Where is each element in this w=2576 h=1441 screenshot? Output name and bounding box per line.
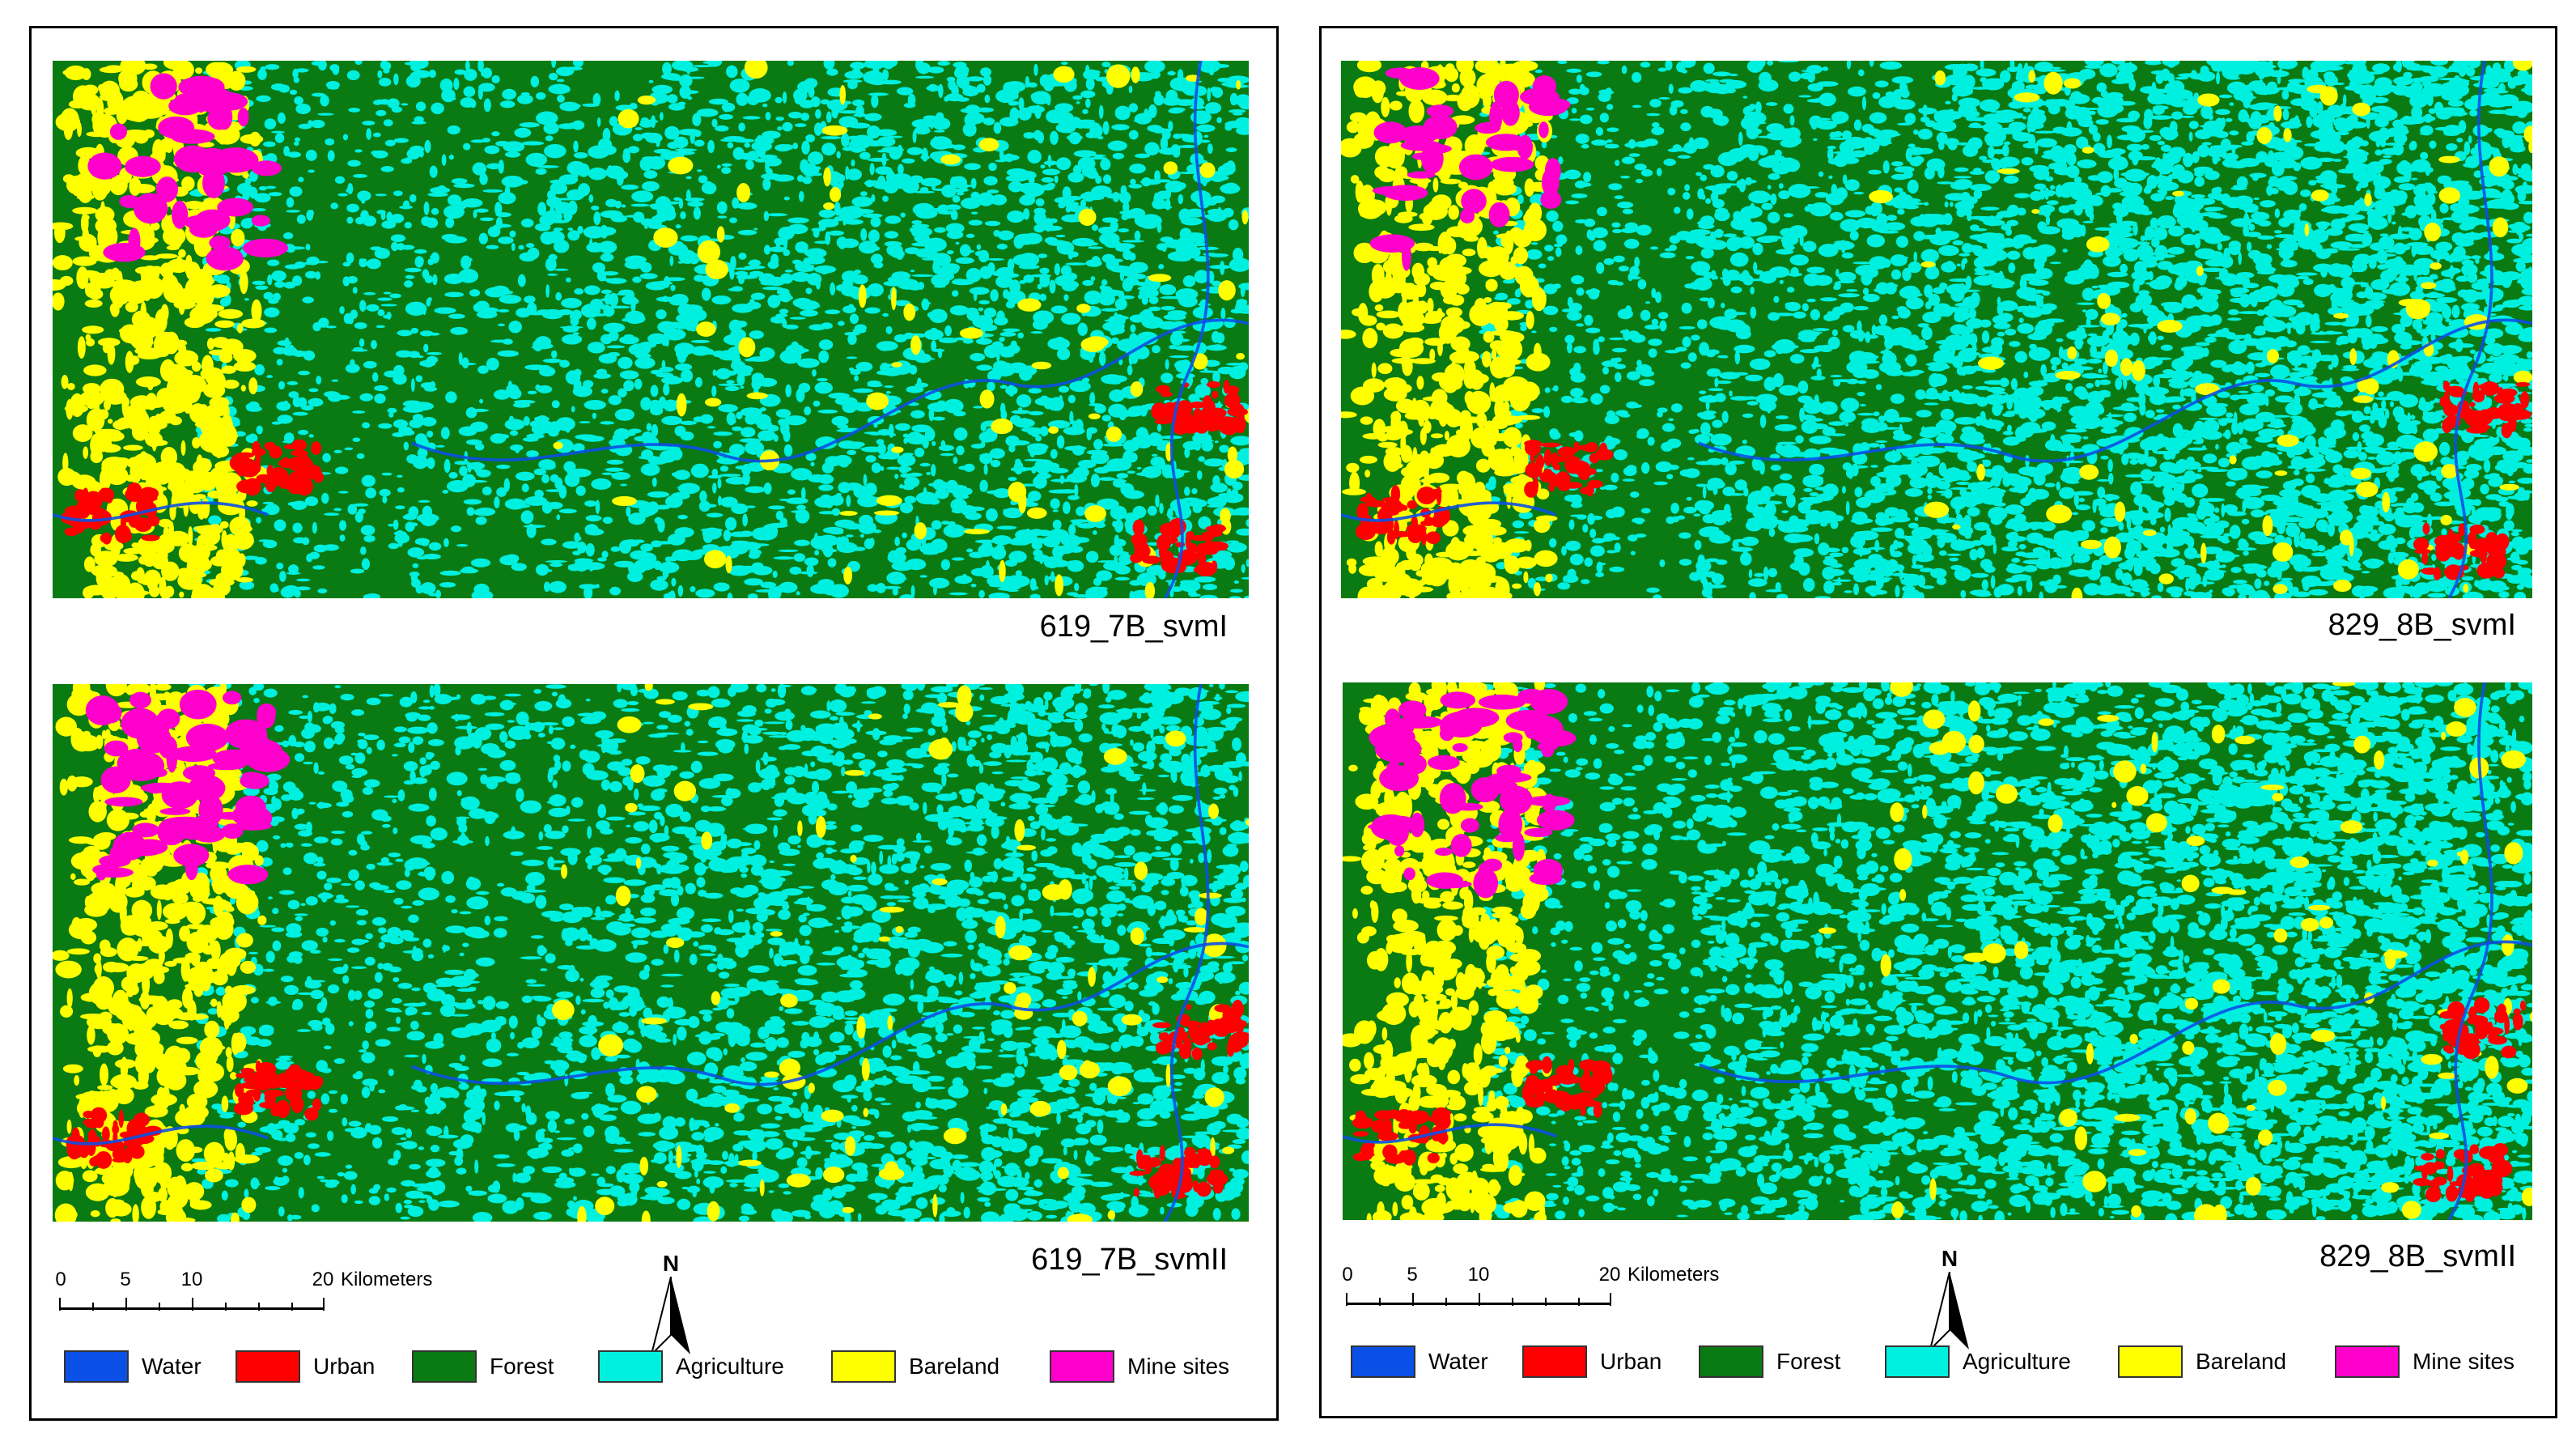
- legend-swatch: [236, 1350, 300, 1383]
- north-arrow: N: [1925, 1246, 1974, 1351]
- scale-tick-label: 20: [312, 1269, 334, 1290]
- legend-item-mine-sites: Mine sites: [2335, 1341, 2514, 1382]
- legend-label: Forest: [1776, 1349, 1841, 1374]
- legend-swatch: [1699, 1345, 1763, 1378]
- legend-item-water: Water: [1351, 1341, 1488, 1382]
- legend-label: Water: [142, 1354, 202, 1379]
- land-cover-raster: [1343, 682, 2532, 1220]
- north-arrow: N: [647, 1251, 695, 1356]
- scale-tick: [1445, 1298, 1447, 1306]
- scale-unit-label: Kilometers: [341, 1269, 433, 1290]
- land-cover-map: [1341, 61, 2532, 598]
- map-panel-right: 829_8B_svmI 829_8B_svmII 0 5 10 20 Kilom…: [1319, 26, 2557, 1418]
- legend: Water Urban Forest Agriculture Bareland …: [1351, 1341, 2540, 1382]
- scale-tick: [1379, 1298, 1381, 1306]
- land-cover-map: [53, 684, 1249, 1222]
- scale-tick-label: 5: [120, 1269, 131, 1290]
- scale-tick-label: 0: [1342, 1264, 1353, 1286]
- scale-unit-label: Kilometers: [1628, 1264, 1720, 1286]
- legend-label: Urban: [1600, 1349, 1662, 1374]
- land-cover-raster: [53, 684, 1249, 1222]
- scale-tick: [92, 1303, 94, 1311]
- scale-tick-label: 5: [1407, 1264, 1418, 1286]
- north-arrow-icon: [1929, 1272, 1969, 1350]
- legend-label: Water: [1428, 1349, 1488, 1374]
- scale-tick-label: 0: [55, 1269, 66, 1290]
- scale-tick: [1545, 1298, 1547, 1306]
- scale-bar: 0 5 10 20 Kilometers: [1342, 1264, 1719, 1328]
- north-label: N: [662, 1251, 680, 1276]
- map-panel-left: 619_7B_svmI 619_7B_svmII 0 5 10 20 Kilom…: [29, 26, 1279, 1421]
- legend-swatch: [598, 1350, 663, 1383]
- land-cover-raster: [53, 61, 1249, 598]
- legend-label: Urban: [313, 1354, 376, 1379]
- scale-tick: [291, 1303, 293, 1311]
- legend-item-forest: Forest: [412, 1346, 554, 1387]
- map-label: 829_8B_svmII: [2319, 1239, 2516, 1273]
- legend-label: Agriculture: [676, 1354, 784, 1379]
- legend-swatch: [412, 1350, 477, 1383]
- legend: Water Urban Forest Agriculture Bareland …: [64, 1346, 1262, 1387]
- legend-item-agriculture: Agriculture: [598, 1346, 784, 1387]
- legend-item-urban: Urban: [1522, 1341, 1661, 1382]
- north-arrow-icon: [650, 1277, 690, 1354]
- scale-tick-label: 10: [1467, 1264, 1490, 1286]
- scale-tick: [159, 1303, 160, 1311]
- legend-item-water: Water: [64, 1346, 202, 1387]
- legend-swatch: [2118, 1345, 2183, 1378]
- legend-swatch: [1050, 1350, 1114, 1383]
- legend-swatch: [64, 1350, 129, 1383]
- scale-tick-label: 20: [1598, 1264, 1621, 1286]
- legend-swatch: [1351, 1345, 1415, 1378]
- legend-item-bareland: Bareland: [831, 1346, 999, 1387]
- legend-item-mine-sites: Mine sites: [1050, 1346, 1229, 1387]
- legend-label: Forest: [490, 1354, 554, 1379]
- legend-label: Bareland: [909, 1354, 1000, 1379]
- legend-label: Mine sites: [1127, 1354, 1230, 1379]
- scale-tick: [258, 1303, 260, 1311]
- land-cover-map: [1343, 682, 2532, 1220]
- scale-tick: [1512, 1298, 1513, 1306]
- legend-item-bareland: Bareland: [2118, 1341, 2286, 1382]
- legend-swatch: [1885, 1345, 1950, 1378]
- map-label: 829_8B_svmI: [2328, 608, 2516, 642]
- land-cover-raster: [1341, 61, 2532, 598]
- scale-tick: [1346, 1293, 1347, 1306]
- scale-tick-label: 10: [180, 1269, 203, 1290]
- scale-bar: 0 5 10 20 Kilometers: [55, 1269, 432, 1333]
- legend-label: Agriculture: [1963, 1349, 2071, 1374]
- scale-tick: [192, 1298, 193, 1311]
- legend-item-forest: Forest: [1699, 1341, 1840, 1382]
- legend-label: Mine sites: [2413, 1349, 2515, 1374]
- map-label: 619_7B_svmI: [1039, 610, 1228, 644]
- scale-tick: [125, 1298, 127, 1311]
- legend-swatch: [1522, 1345, 1587, 1378]
- scale-tick: [59, 1298, 61, 1311]
- legend-swatch: [2335, 1345, 2400, 1378]
- scale-tick: [323, 1298, 325, 1311]
- legend-item-agriculture: Agriculture: [1885, 1341, 2071, 1382]
- scale-tick: [1479, 1293, 1480, 1306]
- scale-tick: [225, 1303, 227, 1311]
- scale-tick: [1578, 1298, 1580, 1306]
- scale-tick: [1412, 1293, 1414, 1306]
- legend-swatch: [831, 1350, 896, 1383]
- scale-tick: [1610, 1293, 1611, 1306]
- map-label: 619_7B_svmII: [1031, 1243, 1228, 1277]
- legend-item-urban: Urban: [236, 1346, 375, 1387]
- north-label: N: [1941, 1246, 1959, 1271]
- legend-label: Bareland: [2196, 1349, 2287, 1374]
- land-cover-map: [53, 61, 1249, 598]
